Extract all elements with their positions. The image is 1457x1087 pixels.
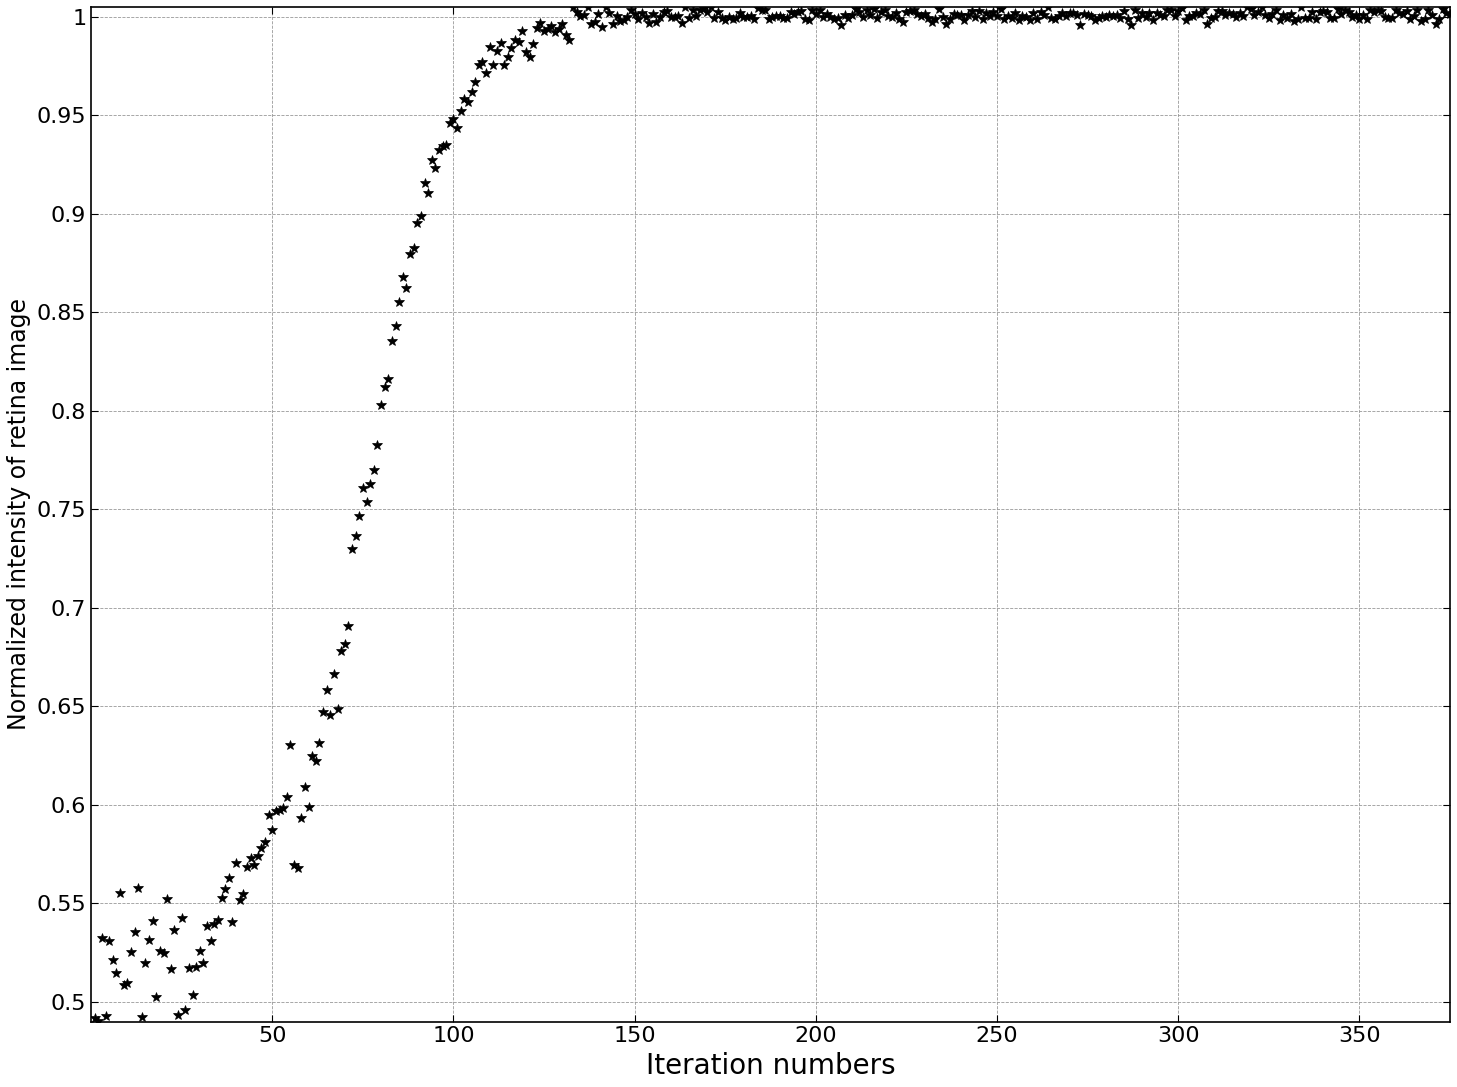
X-axis label: Iteration numbers: Iteration numbers — [645, 1052, 896, 1080]
Y-axis label: Normalized intensity of retina image: Normalized intensity of retina image — [7, 298, 31, 730]
